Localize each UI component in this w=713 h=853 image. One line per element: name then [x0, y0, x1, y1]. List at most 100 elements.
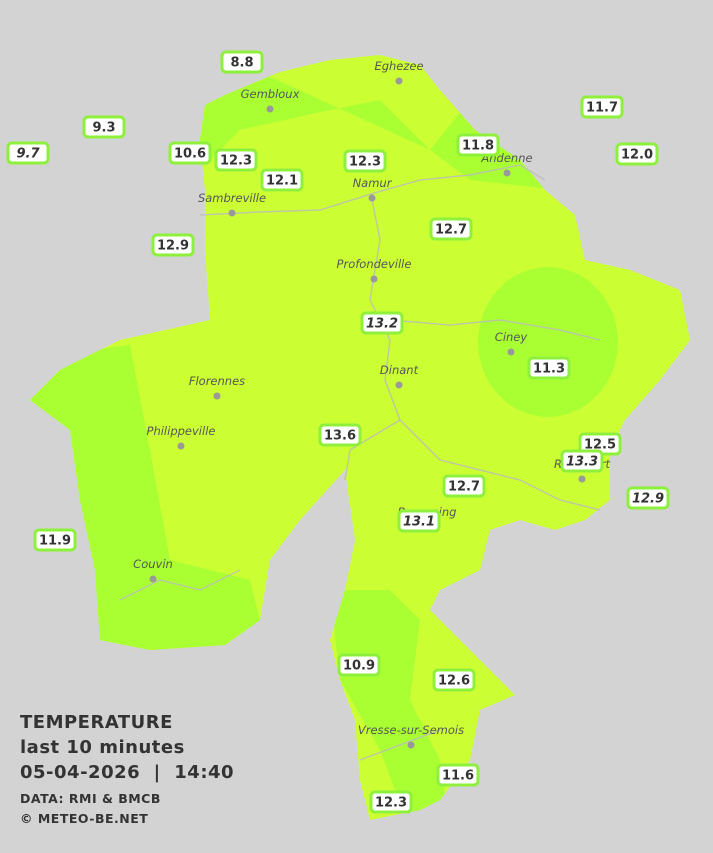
- reading: 11.8: [456, 133, 500, 157]
- reading: 11.9: [33, 528, 77, 552]
- reading-box: [436, 763, 480, 787]
- title: TEMPERATURE: [20, 712, 173, 733]
- timestamp: 05-04-2026 | 14:40: [20, 762, 235, 783]
- reading: 13.1: [397, 509, 441, 533]
- reading-value: 11.3: [533, 362, 565, 377]
- reading-box: [527, 356, 571, 380]
- reading-box: [429, 217, 473, 241]
- reading: 12.0: [615, 142, 659, 166]
- reading-box: [369, 790, 413, 814]
- reading: 13.6: [318, 423, 362, 447]
- town-dot: [507, 348, 515, 356]
- town-label: Vresse-sur-Semois: [358, 723, 464, 737]
- reading-value: 12.7: [435, 223, 467, 238]
- town-label: Eghezee: [374, 59, 423, 73]
- reading: 12.1: [260, 168, 304, 192]
- reading-value: 9.7: [16, 147, 40, 162]
- reading: 12.7: [442, 474, 486, 498]
- town-label: Ciney: [495, 330, 528, 344]
- reading: 12.9: [151, 233, 195, 257]
- reading: 12.5: [578, 432, 622, 456]
- town-label: Profondeville: [337, 257, 412, 271]
- reading: 13.3: [560, 449, 604, 473]
- town-dot: [395, 77, 403, 85]
- river-bocq: [389, 319, 601, 341]
- town-dot: [213, 392, 221, 400]
- reading-value: 13.1: [403, 515, 435, 530]
- reading-value: 12.5: [584, 438, 616, 453]
- reading-box: [615, 142, 659, 166]
- reading-box: [626, 486, 670, 510]
- reading-value: 13.3: [566, 455, 598, 470]
- reading-box: [214, 148, 258, 172]
- subtitle: last 10 minutes: [20, 737, 185, 758]
- reading-box: [33, 528, 77, 552]
- reading: 12.9: [626, 486, 670, 510]
- reading-value: 12.1: [266, 174, 298, 189]
- reading: 12.3: [214, 148, 258, 172]
- reading-box: [343, 149, 387, 173]
- reading-value: 11.9: [39, 534, 71, 549]
- reading-value: 11.6: [442, 769, 474, 784]
- reading-value: 12.3: [349, 155, 381, 170]
- reading-value: 13.2: [366, 317, 398, 332]
- reading-value: 12.9: [632, 492, 664, 507]
- reading: 12.3: [369, 790, 413, 814]
- reading-value: 8.8: [230, 56, 253, 71]
- reading: 13.2: [360, 311, 404, 335]
- reading-value: 12.7: [448, 480, 480, 495]
- reading-box: [220, 50, 264, 74]
- reading: 10.6: [168, 141, 212, 165]
- reading-box: [260, 168, 304, 192]
- reading-box: [151, 233, 195, 257]
- town-dot: [578, 475, 586, 483]
- town-label: Gembloux: [241, 87, 300, 101]
- reading: 12.7: [429, 217, 473, 241]
- zone-south: [330, 590, 450, 820]
- credit: © METEO-BE.NET: [20, 811, 149, 826]
- town-dot: [228, 209, 236, 217]
- town-dot: [266, 105, 274, 113]
- town-dot: [503, 169, 511, 177]
- reading-box: [580, 95, 624, 119]
- reading: 12.3: [343, 149, 387, 173]
- reading: 12.6: [432, 668, 476, 692]
- reading-value: 12.6: [438, 674, 470, 689]
- reading: 8.8: [220, 50, 264, 74]
- town-label: Couvin: [133, 557, 173, 571]
- credit: DATA: RMI & BMCB: [20, 791, 161, 806]
- reading-box: [82, 115, 126, 139]
- reading-box: [6, 141, 50, 165]
- reading-value: 11.8: [462, 139, 494, 154]
- town-dot: [149, 575, 157, 583]
- reading-value: 11.7: [586, 101, 618, 116]
- reading-box: [456, 133, 500, 157]
- readings: 8.8 9.3 10.6 12.3 12.3 12.1 11.8 11.7 12.0 12.7 12…: [6, 50, 670, 814]
- river-semois: [359, 729, 441, 761]
- zone-ciney: [478, 267, 618, 417]
- town-label: Dinant: [380, 363, 419, 377]
- reading-value: 12.3: [220, 154, 252, 169]
- town-dot: [177, 442, 185, 450]
- town-dot: [407, 741, 415, 749]
- town-dot: [368, 194, 376, 202]
- town-label: Florennes: [189, 374, 245, 388]
- reading-value: 10.9: [343, 659, 375, 674]
- reading-box: [442, 474, 486, 498]
- reading-value: 10.6: [174, 147, 206, 162]
- river-sambre-meuse: [199, 164, 546, 216]
- town-dot: [395, 381, 403, 389]
- town-dot: [370, 275, 378, 283]
- reading-box: [318, 423, 362, 447]
- reading-value: 12.0: [621, 148, 653, 163]
- town-label: Namur: [353, 176, 393, 190]
- reading: 11.3: [527, 356, 571, 380]
- reading: 11.7: [580, 95, 624, 119]
- reading-value: 12.9: [157, 239, 189, 254]
- reading-value: 12.3: [375, 796, 407, 811]
- reading: 9.3: [82, 115, 126, 139]
- reading-value: 9.3: [92, 121, 115, 136]
- legend: TEMPERATURE last 10 minutes 05-04-2026 |…: [20, 710, 234, 829]
